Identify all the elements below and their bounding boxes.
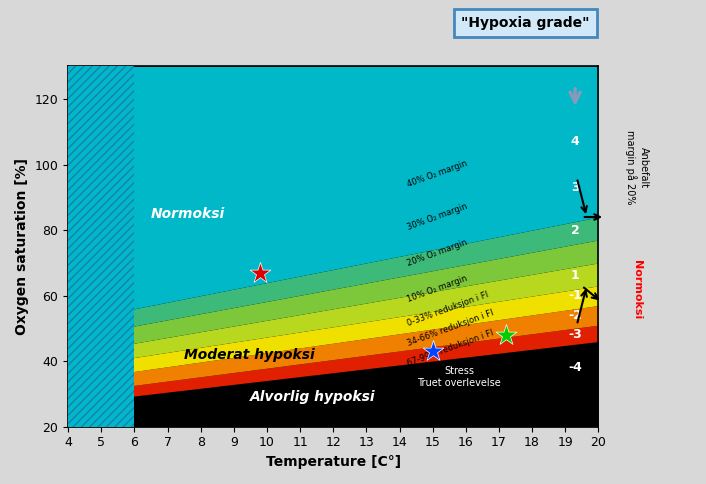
Text: 30% O₂ margin: 30% O₂ margin (406, 202, 469, 232)
Point (500, 331, 511, 339)
Text: 4: 4 (570, 135, 580, 148)
Text: 20% O₂ margin: 20% O₂ margin (406, 238, 469, 268)
Text: 34-66% reduksjon i FI: 34-66% reduksjon i FI (406, 308, 495, 348)
Text: 2: 2 (570, 224, 580, 237)
Text: 40% O₂ margin: 40% O₂ margin (406, 159, 469, 189)
Point (255, 269, 266, 276)
Text: Normoksi: Normoksi (151, 207, 225, 221)
Text: 3: 3 (571, 181, 580, 194)
Text: Anbefalt
margin på 20%: Anbefalt margin på 20% (626, 130, 649, 204)
Text: -2: -2 (568, 309, 582, 322)
Text: 67-99% reduksjon i FI: 67-99% reduksjon i FI (406, 328, 495, 368)
Point (427, 348, 438, 355)
Y-axis label: Oxygen saturation [%]: Oxygen saturation [%] (15, 158, 29, 335)
Text: -3: -3 (568, 329, 582, 342)
Text: 0-33% reduksjon i FI: 0-33% reduksjon i FI (406, 290, 490, 328)
Text: 1: 1 (570, 270, 580, 283)
Text: 10% O₂ margin: 10% O₂ margin (406, 274, 469, 304)
Text: Moderat hypoksi: Moderat hypoksi (184, 348, 315, 362)
Text: Stress
Truet overlevelse: Stress Truet overlevelse (417, 366, 501, 388)
Text: Normoksi: Normoksi (632, 260, 642, 319)
Text: -1: -1 (568, 289, 582, 302)
X-axis label: Temperature [C°]: Temperature [C°] (265, 455, 401, 469)
Text: -4: -4 (568, 361, 582, 374)
Text: Alvorlig hypoksi: Alvorlig hypoksi (251, 390, 376, 404)
Text: "Hypoxia grade": "Hypoxia grade" (461, 16, 590, 30)
